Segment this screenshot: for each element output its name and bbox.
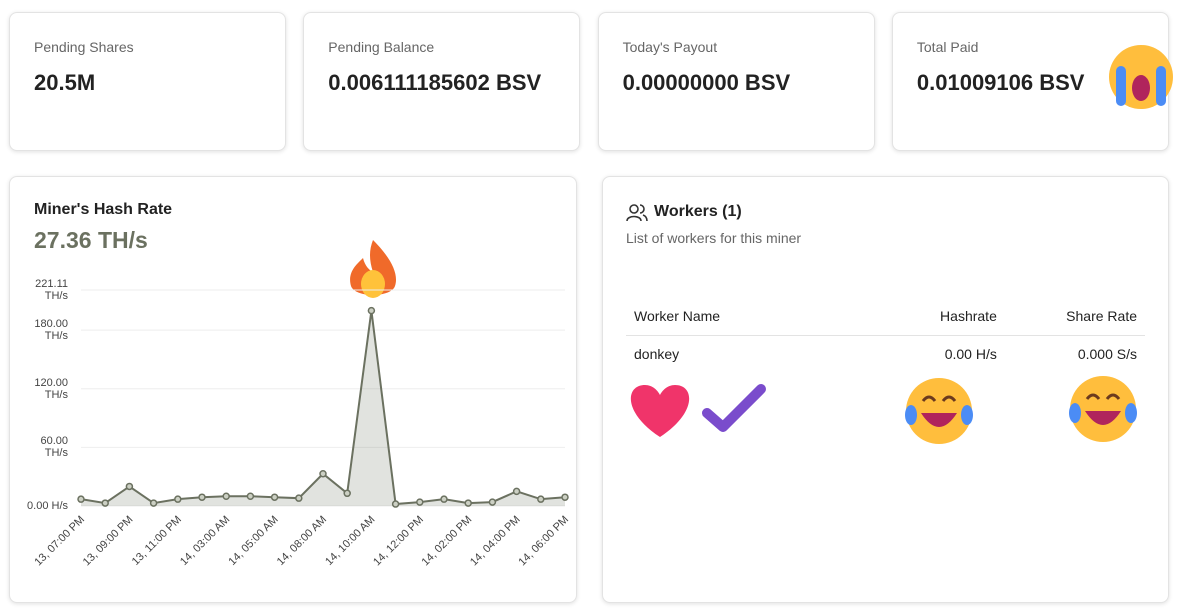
- card-label: Total Paid: [916, 39, 979, 55]
- x-tick-label: 14, 04:00 PM: [468, 514, 523, 569]
- table-header-row: Worker Name Hashrate Share Rate: [626, 297, 1145, 335]
- x-tick-label: 14, 02:00 PM: [420, 514, 475, 569]
- point: [270, 493, 279, 501]
- card-value: 0.00000000 BSV: [622, 70, 791, 95]
- y-tick-label: 180.00 TH/s: [34, 318, 68, 343]
- x-tick-label: 14, 08:00 AM: [275, 514, 329, 568]
- x-tick-label: 13, 07:00 PM: [32, 514, 87, 569]
- summary-card: Pending Balance 0.006111185602 BSV: [303, 12, 581, 151]
- point: [367, 306, 376, 315]
- chart-title: Miner's Hash Rate: [34, 201, 173, 218]
- point: [149, 499, 158, 507]
- card-value: 20.5M: [34, 70, 96, 95]
- card-label: Pending Balance: [328, 39, 435, 55]
- x-tick-label: 14, 06:00 PM: [516, 514, 571, 569]
- card-value: 0.006111185602 BSV: [328, 70, 542, 95]
- x-tick-label: 14, 03:00 AM: [178, 514, 232, 568]
- y-tick-label: 60.00 TH/s: [40, 435, 68, 460]
- point: [246, 492, 255, 500]
- point: [488, 498, 497, 506]
- users-icon: [626, 204, 648, 222]
- point: [198, 493, 206, 501]
- x-tick-label: 14, 05:00 AM: [226, 514, 280, 568]
- table-cell: donkey: [634, 346, 680, 363]
- hash-rate-card: Miner's Hash Rate 27.36 TH/s 13, 07:00 P…: [9, 176, 577, 603]
- y-tick-label: 120.00 TH/s: [34, 376, 68, 401]
- point: [561, 493, 569, 501]
- point: [222, 492, 230, 500]
- point: [174, 495, 182, 503]
- table-cell: 0.000 S/s: [1077, 346, 1137, 363]
- emoji-decor: [630, 376, 1137, 444]
- point: [101, 499, 109, 507]
- column-header: Worker Name: [634, 307, 721, 324]
- workers-subtitle: List of workers for this miner: [626, 230, 802, 246]
- y-tick-label: 221.11 TH/s: [35, 278, 68, 302]
- column-header: Hashrate: [940, 307, 997, 324]
- point: [537, 495, 545, 503]
- summary-card: Today's Payout 0.00000000 BSV: [597, 12, 875, 151]
- point: [416, 498, 424, 506]
- point: [512, 487, 521, 496]
- summary-card: Pending Shares 20.5M: [9, 12, 286, 151]
- workers-title: Workers (1): [654, 203, 742, 220]
- card-label: Today's Payout: [622, 39, 718, 55]
- hash-rate-value: 27.36 TH/s: [34, 227, 148, 253]
- workers-card: Workers (1) List of workers for this min…: [602, 176, 1169, 603]
- workers-table: Worker Name Hashrate Share Rate donkey 0.00 …: [626, 297, 1145, 373]
- table-cell: 0.00 H/s: [944, 346, 997, 363]
- worker-row: donkey 0.00 H/s 0.000 S/s: [626, 335, 1145, 373]
- card-label: Pending Shares: [34, 39, 134, 55]
- point: [440, 495, 448, 503]
- x-tick-label: 13, 11:00 PM: [130, 514, 184, 568]
- fire-icon: [350, 240, 397, 298]
- point: [125, 482, 134, 491]
- point: [343, 489, 351, 498]
- point: [319, 470, 327, 478]
- x-tick-label: 14, 12:00 PM: [371, 514, 426, 569]
- x-tick-label: 14, 10:00 AM: [323, 514, 377, 568]
- point: [77, 495, 85, 503]
- card-value: 0.01009106 BSV: [916, 70, 1085, 95]
- point: [464, 499, 472, 507]
- point: [295, 494, 303, 502]
- point: [391, 500, 400, 508]
- y-tick-label: 0.00 H/s: [27, 500, 68, 512]
- x-tick-label: 13, 09:00 PM: [81, 514, 136, 569]
- crying-emoji: [1109, 45, 1173, 109]
- column-header: Share Rate: [1066, 307, 1137, 324]
